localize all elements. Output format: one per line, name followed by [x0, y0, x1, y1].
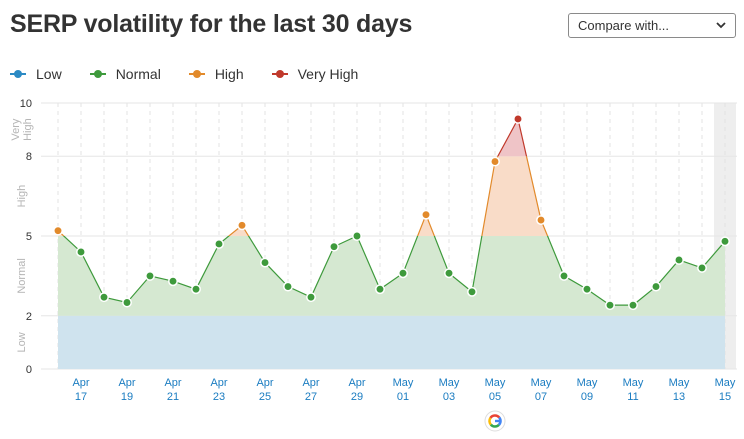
x-tick-day: 09 [581, 391, 593, 403]
y-tick-label: 8 [26, 151, 32, 163]
legend-label-normal: Normal [115, 66, 161, 82]
data-point [536, 215, 546, 225]
data-point [122, 297, 132, 308]
legend-item-high[interactable]: High [188, 66, 244, 82]
data-point [99, 292, 109, 303]
data-point [651, 281, 661, 292]
data-point [191, 284, 201, 295]
data-point [697, 262, 707, 273]
band-label: High [22, 118, 34, 141]
x-tick-month: Apr [348, 377, 365, 389]
compare-with-label: Compare with... [578, 18, 670, 33]
x-tick-day: 05 [489, 391, 501, 403]
data-point [76, 247, 86, 257]
legend-label-high: High [214, 66, 244, 82]
x-tick-day: 17 [75, 391, 87, 403]
x-tick-day: 29 [351, 391, 363, 403]
legend-label-low: Low [36, 66, 62, 82]
x-tick-day: 07 [535, 391, 547, 403]
x-tick-month: Apr [72, 377, 89, 389]
data-point [605, 300, 615, 311]
legend-marker-low-icon [10, 70, 26, 78]
band-label: Very [10, 118, 22, 141]
data-point [467, 286, 477, 297]
very-high-band-area [497, 118, 527, 157]
x-tick-day: 21 [167, 391, 179, 403]
data-point [214, 239, 224, 249]
data-point [145, 270, 155, 281]
data-point [421, 209, 431, 220]
data-point [283, 281, 293, 292]
legend-label-very-high: Very High [297, 66, 359, 82]
x-tick-month: Apr [210, 377, 227, 389]
x-tick-day: 15 [719, 391, 731, 403]
y-tick-label: 2 [26, 311, 32, 323]
x-tick-day: 03 [443, 391, 455, 403]
legend-item-very-high[interactable]: Very High [271, 66, 359, 82]
x-tick-month: May [439, 377, 460, 389]
data-point [306, 292, 316, 303]
data-point [329, 241, 339, 252]
data-point [444, 268, 454, 279]
x-tick-month: Apr [302, 377, 319, 389]
y-tick-label: 0 [26, 364, 32, 376]
data-point [398, 268, 408, 279]
data-point [53, 225, 63, 236]
x-tick-month: Apr [256, 377, 273, 389]
x-tick-month: May [393, 377, 414, 389]
band-label: High [16, 185, 28, 208]
google-update-icon[interactable] [484, 410, 506, 432]
x-tick-month: May [715, 377, 736, 389]
data-point [674, 254, 684, 265]
data-point [582, 284, 592, 295]
y-tick-label: 5 [26, 231, 32, 243]
data-point [375, 284, 385, 295]
x-tick-month: May [485, 377, 506, 389]
x-tick-day: 25 [259, 391, 271, 403]
x-tick-month: Apr [164, 377, 181, 389]
data-point [237, 220, 247, 231]
y-tick-label: 10 [20, 98, 32, 110]
page-title: SERP volatility for the last 30 days [10, 10, 413, 38]
series-line-normal [62, 236, 726, 306]
chart-legend: Low Normal High Very High [10, 64, 386, 84]
chevron-down-icon [716, 22, 726, 29]
data-point [559, 270, 569, 281]
x-tick-month: May [577, 377, 598, 389]
compare-with-dropdown[interactable]: Compare with... [568, 13, 736, 38]
legend-item-low[interactable]: Low [10, 66, 62, 82]
x-tick-day: 27 [305, 391, 317, 403]
x-tick-month: May [669, 377, 690, 389]
data-point [168, 276, 178, 287]
data-point [490, 156, 500, 167]
legend-marker-normal-icon [89, 70, 106, 78]
x-tick-month: May [531, 377, 552, 389]
x-tick-day: 23 [213, 391, 225, 403]
legend-marker-high-icon [188, 70, 205, 78]
x-tick-day: 19 [121, 391, 133, 403]
normal-band-area [58, 236, 725, 316]
data-point [720, 236, 730, 247]
data-point [352, 231, 362, 241]
data-point [513, 114, 523, 124]
legend-item-normal[interactable]: Normal [89, 66, 161, 82]
legend-marker-very-high-icon [271, 70, 288, 78]
x-tick-month: May [623, 377, 644, 389]
x-tick-day: 11 [627, 391, 638, 403]
data-point [260, 257, 270, 268]
x-tick-month: Apr [118, 377, 135, 389]
data-point [628, 300, 638, 311]
low-band-area [58, 315, 725, 369]
x-tick-day: 01 [397, 391, 409, 403]
band-label: Low [16, 332, 28, 352]
x-tick-day: 13 [673, 391, 685, 403]
band-label: Normal [16, 258, 28, 293]
